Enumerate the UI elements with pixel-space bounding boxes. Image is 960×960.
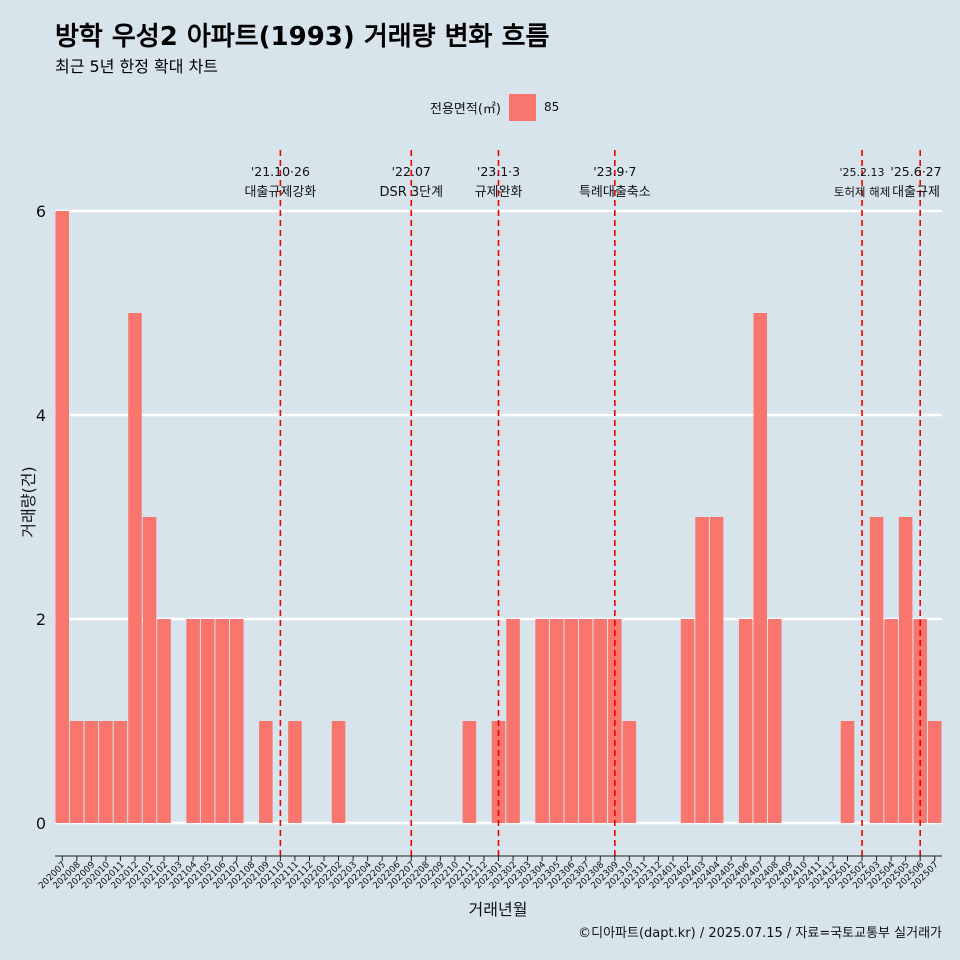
bar-202503 (869, 517, 884, 823)
event-date: '22.07 (392, 164, 431, 179)
bar-202102 (157, 619, 171, 823)
y-tick-label: 4 (36, 406, 46, 425)
event-date: '25.6·27 (890, 164, 941, 179)
bar-202105 (200, 619, 215, 823)
bar-202008 (70, 721, 84, 823)
bar-202306 (564, 619, 578, 823)
bar-202308 (593, 619, 608, 823)
bar-202307 (578, 619, 593, 823)
bar-202501 (840, 721, 855, 823)
bar-202007 (55, 211, 70, 823)
legend: 전용면적(㎡) 85 (430, 93, 560, 121)
bar-202407 (753, 313, 768, 823)
event-annotations: '21.10·26 대출규제강화 '22.07 DSR 3단계 '23.1·3 규제완화 '… (245, 150, 942, 856)
x-axis-title: 거래년월 (469, 900, 528, 919)
event-date: '23.9·7 (593, 164, 636, 179)
event-label: 특례대출축소 (579, 185, 651, 200)
event-label: DSR 3단계 (379, 185, 443, 200)
bar-202101 (142, 517, 157, 823)
bar-202310 (622, 721, 637, 823)
bar-202507 (927, 721, 942, 823)
bar-202408 (768, 619, 782, 823)
legend-title: 전용면적(㎡) (430, 101, 501, 117)
event-date: '25.2.13 (840, 166, 885, 179)
bar-202111 (288, 721, 302, 823)
bar-202403 (695, 517, 709, 823)
bar-202211 (462, 721, 477, 823)
bar-202402 (680, 619, 695, 823)
bar-202011 (113, 721, 128, 823)
event-date: '21.10·26 (251, 164, 310, 179)
bar-202404 (709, 517, 724, 823)
bar-202504 (884, 619, 898, 823)
bar-202109 (259, 721, 273, 823)
bar-202009 (84, 721, 99, 823)
y-tick-label: 2 (36, 610, 46, 629)
bar-202010 (99, 721, 113, 823)
bar-202302 (506, 619, 520, 823)
source-caption: ©디아파트(dapt.kr) / 2025.07.15 / 자료=국토교통부 실… (578, 926, 942, 941)
y-tick-label: 0 (36, 814, 46, 833)
legend-swatch (508, 93, 536, 121)
bar-202406 (738, 619, 753, 823)
event-label: 대출규제강화 (245, 185, 317, 200)
chart-title: 방학 우성2 아파트(1993) 거래량 변화 흐름 (55, 22, 550, 52)
y-axis-title: 거래량(건) (19, 466, 38, 537)
bar-202505 (898, 517, 913, 823)
bars (55, 211, 942, 823)
bar-202104 (186, 619, 200, 823)
bar-202107 (229, 619, 244, 823)
bar-202304 (535, 619, 549, 823)
bar-202012 (128, 313, 142, 823)
event-date: '23.1·3 (477, 164, 520, 179)
legend-entry-85: 85 (543, 100, 560, 114)
chart-subtitle: 최근 5년 한정 확대 차트 (55, 57, 219, 76)
bar-202305 (549, 619, 564, 823)
event-label: 규제완화 (475, 185, 523, 200)
bar-202202 (331, 721, 346, 823)
event-label: 토허제 해제 (834, 185, 891, 199)
bar-202106 (215, 619, 229, 823)
event-label: 대출규제 (892, 185, 940, 200)
y-tick-label: 6 (36, 202, 46, 221)
